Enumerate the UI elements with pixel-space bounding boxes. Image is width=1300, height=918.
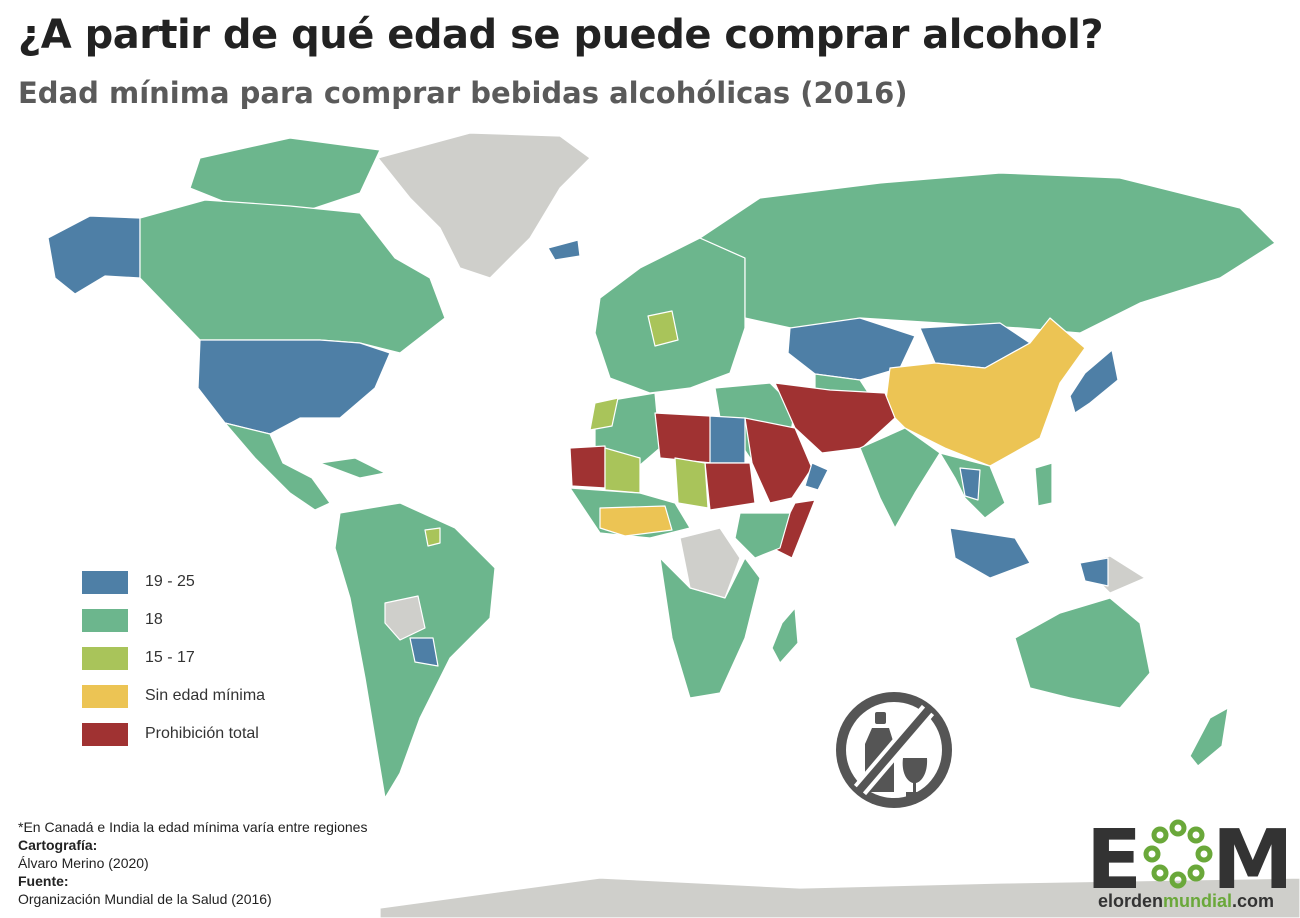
source-label: Fuente:	[18, 873, 69, 889]
region-west-papua	[1079, 557, 1109, 587]
logo-dots-ring-icon	[1143, 819, 1213, 889]
legend-item-age-15-17: 15 - 17	[82, 639, 265, 677]
legend-item-age-19-25: 19 - 25	[82, 563, 265, 601]
region-antarctica	[379, 877, 1300, 918]
map-title: ¿A partir de qué edad se puede comprar a…	[18, 12, 1104, 58]
region-japan	[1069, 349, 1119, 414]
region-caribbean	[319, 457, 386, 479]
region-usa	[197, 339, 391, 435]
legend-swatch	[82, 608, 128, 632]
region-canada-islands	[189, 137, 381, 214]
region-canada	[139, 199, 446, 354]
legend-item-age-18: 18	[82, 601, 265, 639]
world-map	[47, 132, 1300, 918]
region-guyana	[424, 527, 441, 547]
cartography-label: Cartografía:	[18, 837, 98, 853]
legend-label: 15 - 17	[145, 649, 195, 666]
region-mauritania	[569, 445, 606, 489]
region-mexico	[224, 422, 331, 511]
legend-swatch	[82, 646, 128, 670]
region-indonesia	[949, 527, 1031, 579]
region-morocco	[589, 397, 619, 431]
region-russia	[699, 172, 1276, 334]
region-greenland	[377, 132, 591, 279]
source-value: Organización Mundial de la Salud (2016)	[18, 891, 272, 907]
region-kazakhstan	[787, 317, 916, 381]
region-southern-africa	[659, 557, 761, 699]
region-east-africa	[734, 512, 791, 559]
legend-item-total-ban: Prohibición total	[82, 715, 265, 753]
region-chad	[674, 457, 709, 509]
logo-url-accent: mundial	[1162, 891, 1232, 911]
cartography-value: Álvaro Merino (2020)	[18, 855, 149, 871]
region-libya	[654, 412, 713, 464]
region-australia	[1014, 597, 1151, 709]
map-legend: 19 - 25 18 15 - 17 Sin edad mínima Prohi…	[82, 563, 265, 753]
legend-swatch	[82, 570, 128, 594]
region-iceland	[547, 239, 581, 261]
logo-url-part: .com	[1232, 891, 1275, 911]
region-bolivia	[384, 595, 426, 641]
legend-label: Sin edad mínima	[145, 687, 266, 704]
region-alaska	[47, 215, 141, 295]
region-saudi-arabia	[744, 417, 813, 504]
region-west-africa-no-minimum	[599, 505, 673, 537]
region-dr-congo	[679, 527, 741, 599]
map-credits: *En Canadá e India la edad mínima varía …	[18, 818, 367, 908]
eom-logo: E M	[1086, 816, 1286, 894]
footnote: *En Canadá e India la edad mínima varía …	[18, 819, 368, 835]
region-paraguay	[409, 637, 439, 667]
region-thailand	[959, 467, 981, 501]
region-germany	[647, 310, 679, 347]
region-new-zealand	[1189, 707, 1229, 767]
legend-item-no-minimum: Sin edad mínima	[82, 677, 265, 715]
logo-url-part: elorden	[1097, 891, 1163, 911]
legend-swatch	[82, 684, 128, 708]
no-alcohol-icon	[836, 692, 952, 808]
region-sudan	[704, 462, 756, 511]
legend-swatch	[82, 722, 128, 746]
logo-letter-m: M	[1212, 816, 1286, 894]
region-egypt	[709, 415, 746, 464]
logo-url: elordenmundial.com	[1083, 891, 1289, 912]
map-subtitle: Edad mínima para comprar bebidas alcohól…	[18, 76, 908, 110]
legend-label: 19 - 25	[145, 573, 195, 590]
logo-letter-e: E	[1086, 816, 1142, 894]
region-india	[859, 427, 941, 529]
legend-label: 18	[145, 611, 163, 628]
region-iran-afghanistan-pakistan	[774, 382, 896, 454]
region-philippines	[1034, 462, 1053, 507]
region-madagascar	[771, 607, 799, 664]
region-oman	[804, 462, 829, 491]
legend-label: Prohibición total	[145, 725, 259, 742]
